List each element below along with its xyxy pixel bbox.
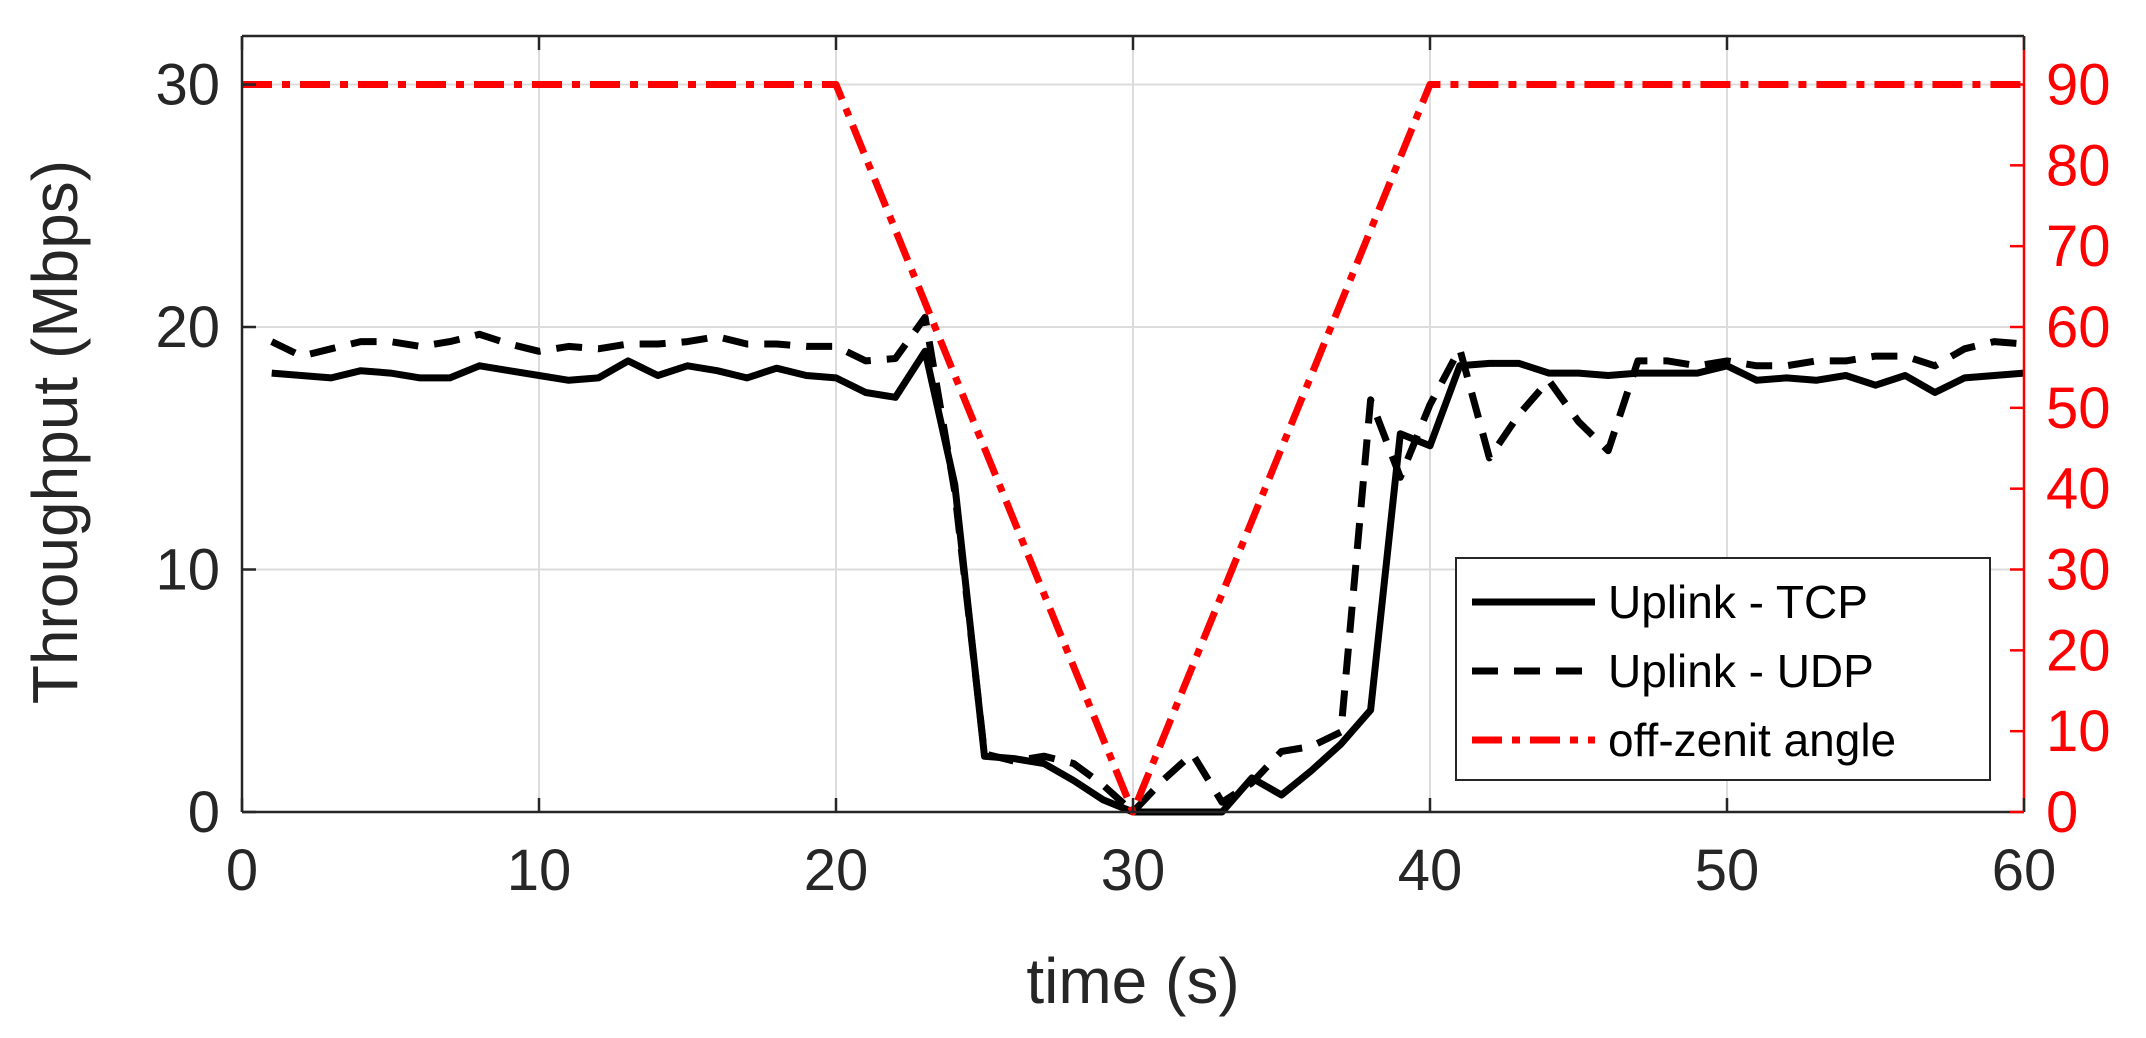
y-tick-label: 0	[188, 780, 220, 845]
y2-tick-label: 30	[2046, 538, 2111, 603]
x-tick-label: 20	[804, 838, 869, 903]
axes	[240, 34, 2026, 814]
x-tick-label: 50	[1695, 838, 1760, 903]
legend-label-udp: Uplink - UDP	[1608, 645, 1874, 697]
y2-tick-label: 10	[2046, 699, 2111, 764]
y-tick-label: 30	[155, 53, 220, 118]
x-tick-label: 40	[1398, 838, 1463, 903]
legend-label-angle: off-zenit angle	[1608, 714, 1896, 766]
y2-tick-label: 60	[2046, 295, 2111, 360]
y2-tick-label: 90	[2046, 53, 2111, 118]
y-tick-label: 20	[155, 295, 220, 360]
x-tick-label: 10	[507, 838, 572, 903]
x-tick-label: 60	[1992, 838, 2057, 903]
y2-tick-label: 70	[2046, 214, 2111, 279]
y2-tick-label: 40	[2046, 457, 2111, 522]
x-tick-label: 30	[1101, 838, 1166, 903]
y2-tick-label: 0	[2046, 780, 2078, 845]
y2-tick-label: 50	[2046, 376, 2111, 441]
legend-label-tcp: Uplink - TCP	[1608, 576, 1868, 628]
y2-tick-label: 20	[2046, 618, 2111, 683]
x-tick-label: 0	[226, 838, 258, 903]
x-axis-label: time (s)	[1026, 945, 1239, 1017]
legend: Uplink - TCP Uplink - UDP off-zenit angl…	[1455, 557, 1991, 781]
y2-tick-label: 80	[2046, 133, 2111, 198]
series-line-1	[270, 313, 2025, 816]
y-axis-label: Throughput (Mbps)	[19, 160, 91, 704]
y-tick-label: 10	[155, 538, 220, 603]
